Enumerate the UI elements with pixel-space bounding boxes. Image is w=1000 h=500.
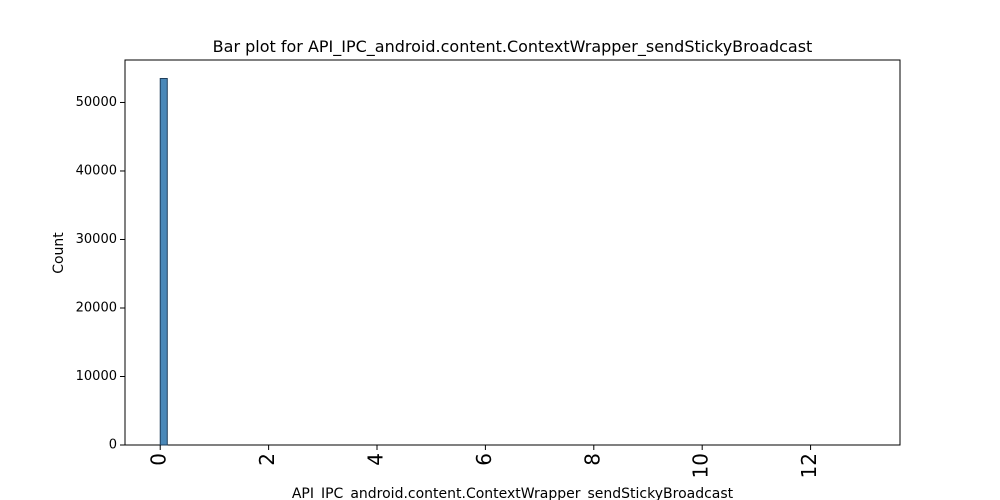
x-tick-label: 10 (689, 453, 713, 478)
y-axis-label: Count (51, 232, 67, 274)
y-tick-label: 10000 (76, 369, 117, 384)
x-tick-label: 8 (580, 453, 604, 466)
y-tick-label: 20000 (76, 300, 117, 315)
bar-0 (159, 77, 168, 446)
x-tick-label: 4 (364, 453, 388, 466)
x-tick-label: 6 (472, 453, 496, 466)
bars-layer (159, 77, 168, 446)
chart-title: Bar plot for API_IPC_android.content.Con… (213, 37, 813, 57)
plot-frame (124, 59, 901, 446)
y-tick-label: 50000 (76, 95, 117, 110)
x-axis-label: API_IPC_android.content.ContextWrapper_s… (292, 486, 734, 500)
y-tick-label: 0 (109, 438, 117, 453)
y-tick-label: 40000 (76, 163, 117, 178)
y-tick-label: 30000 (76, 232, 117, 247)
y-axis: 0 10000 20000 30000 40000 50000 (76, 95, 125, 453)
x-tick-label: 0 (147, 453, 171, 466)
plot-area (124, 59, 901, 446)
x-axis: 0 2 4 6 8 10 12 (147, 445, 821, 478)
x-tick-label: 2 (255, 453, 279, 466)
x-tick-label: 12 (797, 453, 821, 478)
